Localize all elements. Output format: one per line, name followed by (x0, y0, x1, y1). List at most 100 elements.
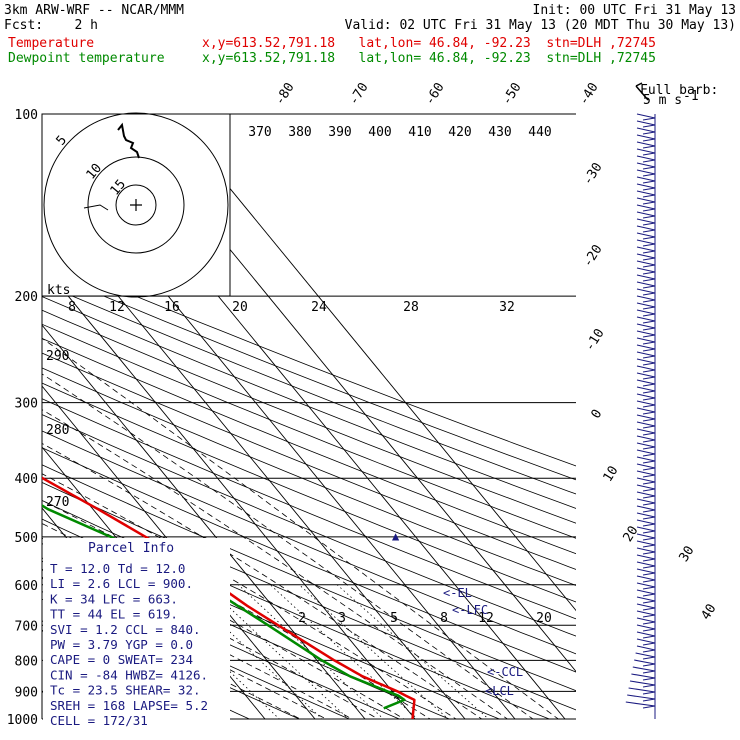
moist-adiabat (42, 373, 534, 719)
dry-adiabat (42, 367, 576, 586)
level-annotation: <-EL (443, 586, 472, 600)
wind-barb-icon (636, 533, 656, 541)
wind-barb-icon (627, 694, 656, 702)
isotherm-line (42, 263, 416, 719)
isotherm-tick-label: -30 (580, 160, 605, 188)
dry-adiabat (42, 414, 576, 637)
wind-barb-icon (636, 379, 656, 387)
dry-adiabat (42, 323, 576, 539)
hodo-speed-tick: 32 (499, 300, 515, 315)
dry-adiabat (42, 282, 576, 495)
dewpoint-profile (42, 504, 406, 710)
wind-barb-icon (636, 309, 656, 317)
wind-barb-icon (636, 617, 656, 625)
moist-adiabat (42, 560, 353, 719)
isotherm-line (42, 324, 366, 719)
dry-adiabat (42, 398, 576, 620)
wind-barb-icon (636, 505, 656, 513)
moist-adiabat (42, 523, 405, 719)
isotherm-tick-label: 0 (589, 407, 606, 422)
wind-barb-icon (636, 421, 656, 429)
parcel-info-row: TT = 44 EL = 619. (50, 607, 178, 622)
wind-barb-icon (636, 603, 656, 611)
forecast-hour: Fcst: 2 h (4, 18, 98, 33)
wind-barb-icon (636, 638, 656, 646)
dry-adiabat (42, 430, 576, 655)
theta-tick-label: 280 (46, 423, 69, 438)
isotherm-tick-label: -60 (422, 80, 447, 108)
wind-barb-icon (636, 477, 656, 485)
hodo-speed-tick: 20 (232, 300, 248, 315)
mixing-ratio-tick-label: 12 (478, 611, 494, 626)
mixing-ratio-line (179, 584, 323, 719)
level-annotation: <-LFC (452, 603, 488, 617)
pressure-tick-label: 500 (15, 531, 38, 546)
wind-barb-icon (636, 589, 656, 597)
wind-barb-icon (636, 407, 656, 415)
mixing-ratio-tick-label: 8 (440, 611, 448, 626)
hodo-speed-tick: 24 (311, 300, 327, 315)
wind-barb-icon (636, 344, 656, 352)
dry-adiabat (42, 337, 576, 555)
wind-barb-icon (636, 386, 656, 394)
isotherm-tick-label: -20 (580, 242, 605, 270)
wind-barb-icon (636, 547, 656, 555)
moist-adiabat (42, 591, 302, 719)
wind-barb-icon (636, 190, 656, 198)
parcel-info-row: CELL = 172/31 (50, 713, 148, 728)
mixing-ratio-tick-label: 2 (298, 611, 306, 626)
wind-barb-icon (636, 204, 656, 212)
theta-tick-label: 380 (288, 125, 311, 140)
wind-barb-icon (636, 330, 656, 338)
wind-barb-icon (636, 113, 656, 121)
wind-legend-title: Full barb: (640, 83, 718, 98)
dewpoint-legend: Dewpoint temperature (8, 51, 165, 66)
wind-barb-icon (636, 218, 656, 226)
wind-barb-icon (636, 575, 656, 583)
wind-barb-icon (636, 631, 656, 639)
wind-barb-icon (636, 351, 656, 359)
hodograph-center-icon (130, 199, 142, 211)
mixing-ratio-line (336, 584, 490, 719)
hodo-speed-tick: 28 (403, 300, 419, 315)
pressure-tick-label: 800 (15, 654, 38, 669)
wind-barb-icon (625, 701, 656, 709)
wind-barb-icon (636, 372, 656, 380)
isotherm-tick-label: 20 (621, 524, 642, 545)
parcel-info-row: K = 34 LFC = 663. (50, 591, 178, 606)
wind-barb-icon (636, 134, 656, 142)
pressure-tick-label: 400 (15, 472, 38, 487)
dry-adiabat (42, 577, 351, 719)
hodograph-inset: 5 10 15 kts (41, 112, 231, 298)
isotherm-tick-label: -40 (576, 80, 601, 108)
moist-adiabat (42, 473, 457, 719)
wind-barb-icon (636, 162, 656, 170)
dry-adiabat (42, 598, 301, 719)
wind-barb-icon (636, 463, 656, 471)
isotherm-line (0, 114, 15, 719)
wind-barb-icon (636, 197, 656, 205)
level-annotation: <-CCL (487, 665, 523, 679)
wind-barb-icon (636, 449, 656, 457)
pressure-tick-label: 600 (15, 579, 38, 594)
hodo-speed-tick: 12 (109, 300, 125, 315)
wind-barb-icon (636, 568, 656, 576)
parcel-marker-icon: ▲ (392, 529, 400, 543)
hodo-speed-tick: 16 (164, 300, 180, 315)
moist-adiabat (42, 337, 559, 719)
wind-barb-icon (636, 442, 656, 450)
hodo-units: kts (47, 283, 70, 298)
wind-barb-icon (636, 414, 656, 422)
isotherm-tick-label: 30 (677, 544, 698, 565)
wind-barb-icon (629, 680, 656, 688)
isotherm-tick-label: 40 (699, 602, 720, 623)
pressure-tick-label: 300 (15, 397, 38, 412)
wind-barb-icon (636, 267, 656, 275)
wind-legend-units: -1 (683, 89, 699, 104)
parcel-info-row: CAPE = 0 SWEAT= 234 (50, 652, 193, 667)
parcel-info-row: CIN = -84 HWBZ= 4126. (50, 667, 208, 682)
dry-adiabat (42, 481, 576, 711)
wind-barb-icon (636, 281, 656, 289)
temperature-location: x,y=613.52,791.18 lat,lon= 46.84, -92.23… (202, 36, 656, 51)
